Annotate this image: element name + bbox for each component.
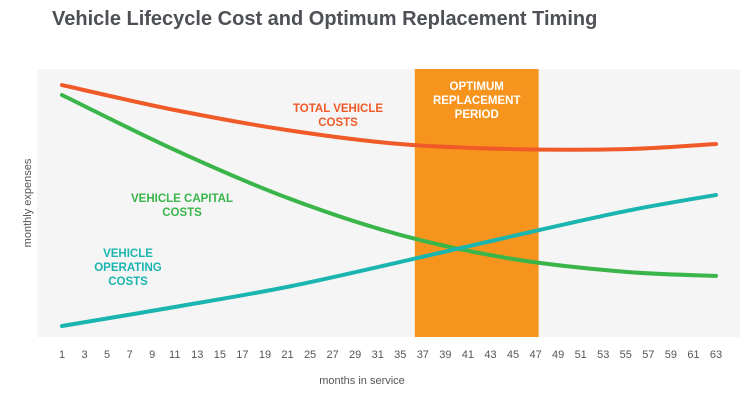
x-tick-label: 7: [127, 349, 133, 361]
x-tick-label: 43: [484, 349, 496, 361]
x-tick-label: 47: [529, 349, 541, 361]
x-axis-label: months in service: [319, 375, 405, 387]
x-tick-label: 21: [281, 349, 293, 361]
series-line-1: [60, 92, 718, 278]
x-tick-label: 61: [687, 349, 699, 361]
series-label: TOTAL VEHICLE COSTS: [293, 103, 383, 129]
x-tick-label: 45: [507, 349, 519, 361]
x-tick-label: 25: [304, 349, 316, 361]
x-tick-label: 27: [326, 349, 338, 361]
x-tick-label: 1: [59, 349, 65, 361]
x-tick-label: 29: [349, 349, 361, 361]
chart-title: Vehicle Lifecycle Cost and Optimum Repla…: [52, 8, 598, 30]
x-tick-label: 11: [169, 349, 180, 361]
x-tick-label: 17: [236, 349, 248, 361]
series-label: VEHICLE OPERATING COSTS: [94, 248, 162, 288]
x-tick-label: 57: [642, 349, 654, 361]
x-tick-label: 59: [665, 349, 677, 361]
x-tick-label: 53: [597, 349, 609, 361]
x-tick-label: 9: [149, 349, 155, 361]
x-tick-label: 63: [710, 349, 722, 361]
x-tick-label: 37: [417, 349, 429, 361]
x-tick-label: 35: [394, 349, 406, 361]
band-label: OPTIMUM REPLACEMENT PERIOD: [433, 81, 521, 121]
x-tick-label: 55: [620, 349, 632, 361]
x-tick-label: 19: [259, 349, 271, 361]
series-line-0: [60, 83, 718, 152]
x-tick-label: 39: [439, 349, 451, 361]
x-tick-label: 15: [214, 349, 226, 361]
plot-background: [37, 69, 740, 337]
series-label: VEHICLE CAPITAL COSTS: [131, 193, 233, 219]
x-tick-label: 3: [81, 349, 87, 361]
x-tick-label: 51: [575, 349, 587, 361]
x-tick-label: 41: [462, 349, 474, 361]
x-tick-label: 31: [372, 349, 384, 361]
x-tick-label: 13: [191, 349, 203, 361]
optimum-replacement-band: [414, 69, 539, 337]
series-line-2: [60, 192, 718, 329]
y-axis-label: monthly expenses: [22, 158, 34, 247]
x-tick-label: 49: [552, 349, 564, 361]
x-tick-label: 5: [104, 349, 110, 361]
